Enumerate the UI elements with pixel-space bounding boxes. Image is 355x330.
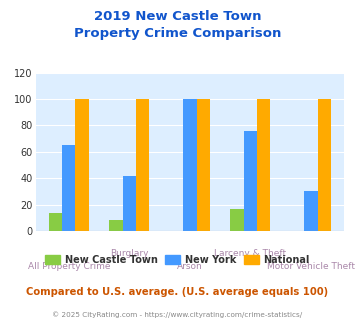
Text: Burglary: Burglary xyxy=(110,249,149,258)
Bar xyxy=(62,145,76,231)
Bar xyxy=(49,213,62,231)
Bar xyxy=(197,99,210,231)
Bar xyxy=(304,191,318,231)
Legend: New Castle Town, New York, National: New Castle Town, New York, National xyxy=(41,251,314,269)
Text: Motor Vehicle Theft: Motor Vehicle Theft xyxy=(267,262,355,271)
Text: Arson: Arson xyxy=(177,262,203,271)
Bar xyxy=(318,99,331,231)
Bar xyxy=(257,99,271,231)
Text: All Property Crime: All Property Crime xyxy=(28,262,110,271)
Text: 2019 New Castle Town
Property Crime Comparison: 2019 New Castle Town Property Crime Comp… xyxy=(74,10,281,40)
Text: Compared to U.S. average. (U.S. average equals 100): Compared to U.S. average. (U.S. average … xyxy=(26,287,329,297)
Text: Larceny & Theft: Larceny & Theft xyxy=(214,249,286,258)
Bar xyxy=(123,176,136,231)
Bar xyxy=(230,209,244,231)
Bar xyxy=(183,99,197,231)
Bar xyxy=(136,99,149,231)
Bar xyxy=(76,99,89,231)
Bar xyxy=(109,220,123,231)
Bar xyxy=(244,131,257,231)
Text: © 2025 CityRating.com - https://www.cityrating.com/crime-statistics/: © 2025 CityRating.com - https://www.city… xyxy=(53,312,302,318)
